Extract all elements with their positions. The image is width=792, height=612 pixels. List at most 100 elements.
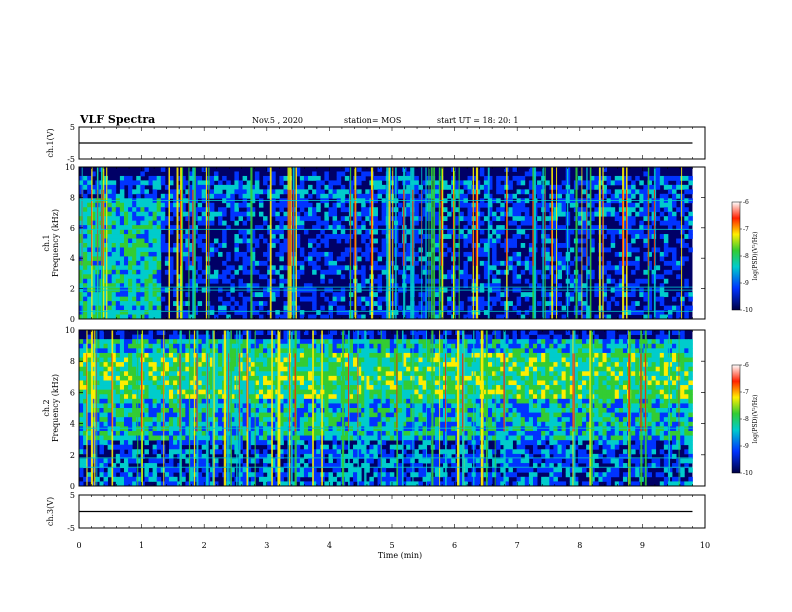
station-label: station= MOS (344, 116, 401, 125)
spectrogram-ch2-spectrogram (79, 330, 693, 487)
burst (250, 167, 253, 319)
burst (106, 167, 108, 319)
burst-core (421, 189, 422, 266)
burst (213, 330, 215, 486)
burst (556, 167, 558, 319)
y-tick-label: 8 (70, 357, 75, 366)
burst (364, 330, 367, 486)
colorbar (731, 201, 741, 311)
panel-ch2-spectrogram: -6 -7 -8 -9 -10 log(PSD)(V²/Hz) 0 2 4 6 8 10 ch.2 Fre… (42, 326, 759, 491)
burst-core (503, 353, 505, 432)
x-tick-label: 0 (76, 541, 81, 550)
burst (321, 330, 323, 486)
burst-core (100, 189, 102, 266)
burst-core (647, 189, 649, 266)
burst-core (573, 353, 575, 432)
burst-core (180, 189, 182, 266)
burst (533, 167, 537, 319)
x-axis-label: Time (min) (378, 551, 422, 560)
burst-core (640, 353, 642, 432)
y-tick-label: 8 (70, 193, 75, 202)
burst-core (103, 189, 104, 266)
x-tick-label: 6 (452, 541, 457, 550)
burst-core (208, 189, 209, 266)
burst-core (544, 189, 546, 266)
y-tick-label: -5 (67, 524, 75, 533)
burst-core (644, 353, 646, 432)
burst-core (475, 189, 478, 266)
burst-core (602, 189, 604, 266)
burst (94, 330, 96, 486)
colorbar-tick-label: -10 (743, 470, 753, 477)
burst (575, 167, 578, 319)
x-tick-label: 1 (139, 541, 144, 550)
burst-core (96, 353, 97, 432)
burst-core (179, 353, 181, 432)
burst (566, 167, 569, 319)
burst (410, 167, 413, 319)
y-tick-label: 10 (65, 163, 75, 172)
start-time-label: start UT = 18: 20: 1 (437, 116, 518, 125)
burst (254, 330, 256, 486)
burst-core (389, 189, 391, 266)
panel-ch1-waveform: 5 -5 ch.1(V) (46, 123, 706, 164)
burst (668, 330, 671, 486)
burst-core (292, 189, 294, 266)
burst (193, 167, 196, 319)
burst (438, 167, 441, 319)
figure-title: VLF Spectra (79, 113, 155, 126)
colorbar-tick-label: -10 (743, 307, 753, 314)
colorbar-label: log(PSD)(V²/Hz) (752, 395, 759, 444)
burst (205, 167, 208, 319)
y-tick-label: 2 (70, 285, 75, 294)
panel-ch3-waveform: 5 -5 ch.3(V) (46, 491, 706, 533)
y-axis-label: ch.3(V) (46, 497, 55, 526)
burst-core (622, 189, 624, 266)
burst-core (403, 189, 405, 266)
burst (590, 330, 593, 486)
burst (681, 167, 683, 319)
y-axis-label: ch.1(V) (46, 128, 55, 157)
burst-core (625, 189, 627, 266)
burst (230, 330, 232, 486)
spectrogram-ch1-spectrogram (79, 167, 693, 320)
burst (485, 330, 488, 486)
burst (269, 167, 272, 319)
burst (137, 330, 139, 486)
burst (277, 330, 280, 486)
burst-core (653, 189, 655, 266)
burst (295, 167, 297, 319)
date-label: Nov.5 , 2020 (252, 116, 303, 125)
burst (205, 330, 208, 486)
burst (395, 167, 397, 319)
burst-core (551, 189, 553, 266)
burst (487, 167, 490, 319)
burst (598, 167, 601, 319)
x-tick-label: 2 (202, 541, 207, 550)
burst (442, 167, 444, 319)
burst (581, 167, 583, 319)
colorbar (731, 364, 741, 474)
burst-core (289, 189, 291, 266)
colorbar-tick-label: -6 (743, 199, 749, 206)
burst-core (354, 189, 356, 266)
burst-core (196, 353, 198, 432)
y-tick-label: -5 (67, 155, 75, 164)
x-tick-label: 8 (577, 541, 582, 550)
y-axis-label-units: Frequency (kHz) (51, 209, 60, 277)
burst-core (207, 353, 208, 432)
burst (386, 167, 389, 319)
burst-core (628, 353, 630, 432)
burst-core (586, 189, 588, 266)
y-tick-label: 4 (70, 254, 75, 263)
burst (291, 330, 293, 486)
burst (439, 330, 441, 486)
x-tick-label: 3 (264, 541, 269, 550)
panels-group: 5 -5 ch.1(V) -6 -7 -8 -9 -10 log(PSD)(V²/Hz) 0 2 4 6… (42, 123, 759, 550)
burst-core (91, 189, 93, 266)
burst (168, 167, 171, 319)
burst (481, 330, 484, 486)
colorbar-tick-label: -7 (743, 389, 749, 396)
burst-core (506, 189, 508, 266)
